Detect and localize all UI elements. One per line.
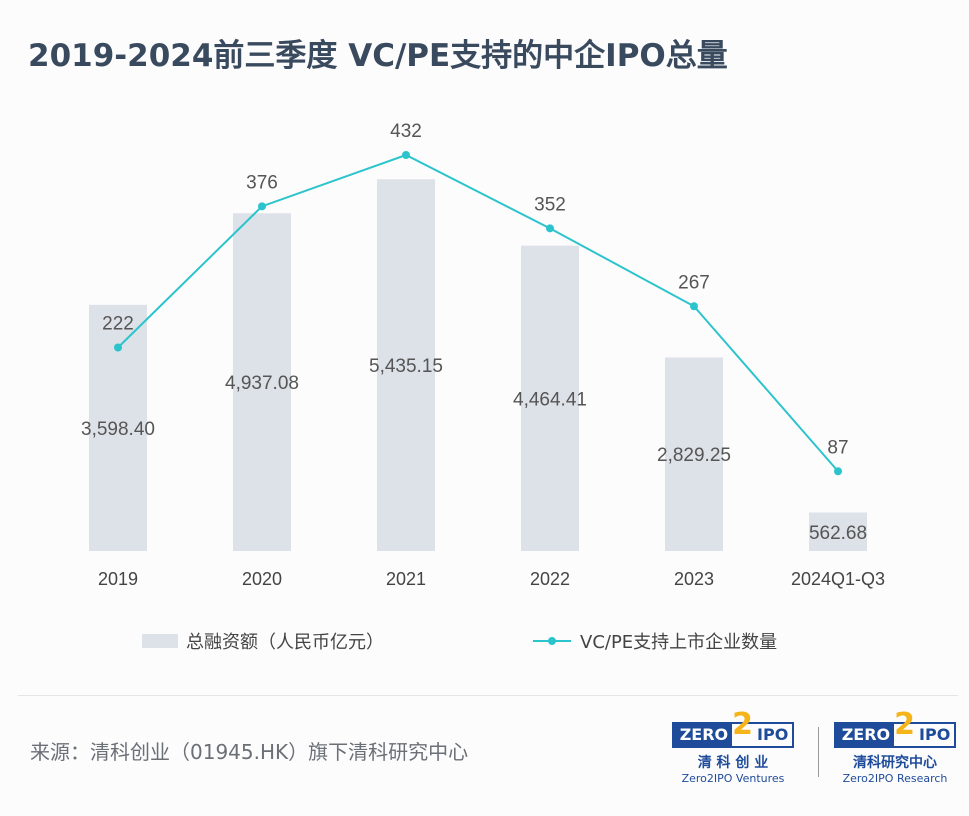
logo-en: Zero2IPO Research [842, 772, 948, 785]
source-note: 来源：清科创业（01945.HK）旗下清科研究中心 [30, 740, 469, 764]
chart-svg: 3,598.40 4,937.08 5,435.15 4,464.41 2,829.25… [81, 121, 885, 653]
bar-data-label: 4,937.08 [225, 373, 299, 394]
bar-data-label: 562.68 [809, 523, 867, 544]
line-point [114, 343, 122, 352]
bar [809, 512, 867, 551]
legend-line-label: VC/PE支持上市企业数量 [580, 632, 777, 653]
line-point [546, 224, 554, 233]
x-tick-label: 2019 [98, 569, 138, 589]
bar [665, 357, 723, 551]
x-tick-label: 2024Q1-Q3 [791, 569, 885, 589]
line-data-label: 87 [827, 437, 848, 458]
bar [233, 213, 291, 551]
line-series [117, 153, 839, 472]
logo-separator [818, 727, 819, 777]
line-data-label: 432 [390, 121, 422, 142]
logo-en: Zero2IPO Ventures [681, 772, 785, 785]
chart-title: 2019-2024前三季度 VC/PE支持的中企IPO总量 [28, 38, 728, 74]
line-data-label: 352 [534, 194, 566, 215]
line-point [402, 151, 410, 159]
line-point [258, 202, 266, 211]
bar-data-label: 5,435.15 [369, 356, 443, 377]
bar-data-label: 2,829.25 [657, 445, 731, 466]
bar-data-label: 3,598.40 [81, 419, 155, 440]
legend-line-marker [548, 637, 556, 645]
line-data-label: 222 [102, 314, 134, 335]
zero2ipo-ventures-logo: ZERO 2 IPO 清 科 创 业 Zero2IPO Ventures [668, 710, 798, 785]
line-data-label: 267 [678, 272, 710, 293]
x-tick-label: 2022 [530, 569, 570, 589]
x-tick-label: 2021 [386, 569, 426, 589]
line-data-label: 376 [246, 172, 278, 193]
line-point [690, 302, 698, 311]
legend-bar-swatch [142, 634, 178, 648]
logo-cn: 清 科 创 业 [697, 755, 769, 771]
legend-bar-label: 总融资额（人民币亿元） [186, 632, 384, 653]
x-tick-label: 2020 [242, 569, 282, 589]
bar-data-label: 4,464.41 [513, 389, 587, 410]
bar [377, 179, 435, 551]
bar [521, 245, 579, 551]
line-point [834, 467, 842, 476]
divider [18, 695, 958, 696]
zero2ipo-research-logo: ZERO 2 IPO 清科研究中心 Zero2IPO Research [830, 710, 960, 785]
x-tick-label: 2023 [674, 569, 714, 589]
logo-cn: 清科研究中心 [853, 755, 937, 771]
